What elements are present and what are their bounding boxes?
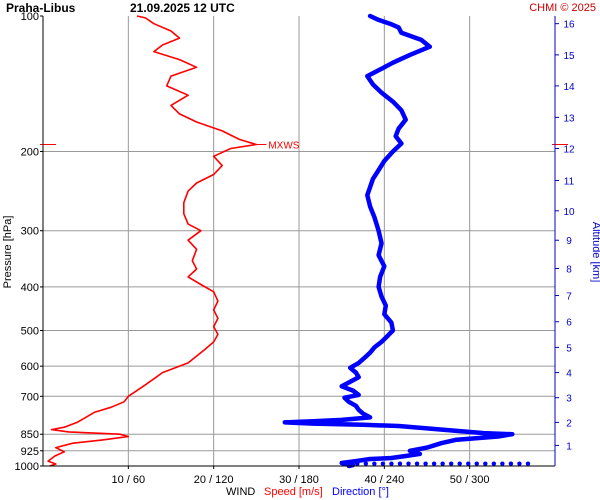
altitude-tick-label-7: 7 [566,292,572,303]
pressure-tick-label-400: 400 [21,282,39,294]
direction-dot [346,461,351,466]
direction-dot [372,461,377,466]
pressure-tick-label-300: 300 [21,226,39,238]
altitude-tick-label-4: 4 [566,369,572,380]
x-tick-label-30: 30 / 180 [279,474,319,486]
direction-legend: Direction [°] [332,486,389,498]
pressure-tick-label-700: 700 [21,391,39,403]
altitude-axis-label: Altitude [km] [590,222,600,283]
series-layer: MXWS [40,13,568,469]
altitude-tick-label-6: 6 [566,318,572,329]
direction-dot [525,461,531,466]
direction-dot [457,461,462,466]
y-axis-label: Pressure [hPa] [2,216,14,289]
pressure-tick-label-100: 100 [21,11,39,23]
direction-dot [397,461,403,466]
pressure-tick-label-500: 500 [21,326,39,338]
altitude-tick-label-3: 3 [566,394,572,405]
altitude-tick-label-5: 5 [566,343,572,354]
altitude-tick-label-13: 13 [563,113,575,124]
altitude-tick-label-15: 15 [563,51,575,62]
pressure-tick-label-925: 925 [21,446,39,458]
direction-dot [474,461,479,466]
x-tick-label-10: 10 / 60 [112,474,146,486]
credit-label: CHMI © 2025 [529,2,596,14]
direction-dot [448,461,454,466]
altitude-tick-label-1: 1 [566,441,572,452]
direction-dot [423,461,428,466]
direction-dot [517,461,522,466]
pressure-tick-label-850: 850 [21,429,39,441]
direction-dot [508,461,514,466]
altitude-tick-label-10: 10 [563,207,575,218]
altitude-tick-label-14: 14 [563,82,575,93]
direction-dot [466,461,471,466]
datetime-title: 21.09.2025 12 UTC [130,1,235,15]
altitude-tick-label-2: 2 [566,418,572,429]
x-tick-label-20: 20 / 120 [194,474,234,486]
pressure-tick-label-200: 200 [21,146,39,158]
altitude-tick-label-9: 9 [566,236,572,247]
direction-dot [389,461,394,466]
pressure-ticks: 100 200 300 400 500 600 700 850 925 1000 [15,11,43,473]
direction-dot [431,461,437,466]
wind-label: WIND [226,486,255,498]
station-title: Praha-Libus [6,1,76,15]
pressure-tick-label-1000: 1000 [15,461,39,473]
altitude-tick-label-8: 8 [566,264,572,275]
direction-dot [500,461,505,466]
speed-legend: Speed [m/s] [264,486,323,498]
speed-line [47,15,258,467]
altitude-tick-label-12: 12 [563,145,575,156]
x-tick-label-40: 40 / 240 [364,474,404,486]
altitude-tick-label-11: 11 [564,176,575,187]
direction-dot [363,461,369,466]
pressure-tick-label-600: 600 [21,361,39,373]
direction-dot [406,461,411,466]
direction-dot [380,461,386,466]
direction-dot [483,461,488,466]
grid [43,16,555,466]
direction-dot [355,461,360,466]
direction-dot [491,461,497,466]
direction-dot [414,461,420,466]
altitude-tick-label-16: 16 [563,20,575,31]
x-ticks: 10 / 60 20 / 120 30 / 180 40 / 240 50 / 300 [112,466,490,486]
direction-line [282,13,515,469]
x-tick-label-50: 50 / 300 [450,474,490,486]
direction-dot [440,461,445,466]
mxws-label: MXWS [268,141,299,152]
